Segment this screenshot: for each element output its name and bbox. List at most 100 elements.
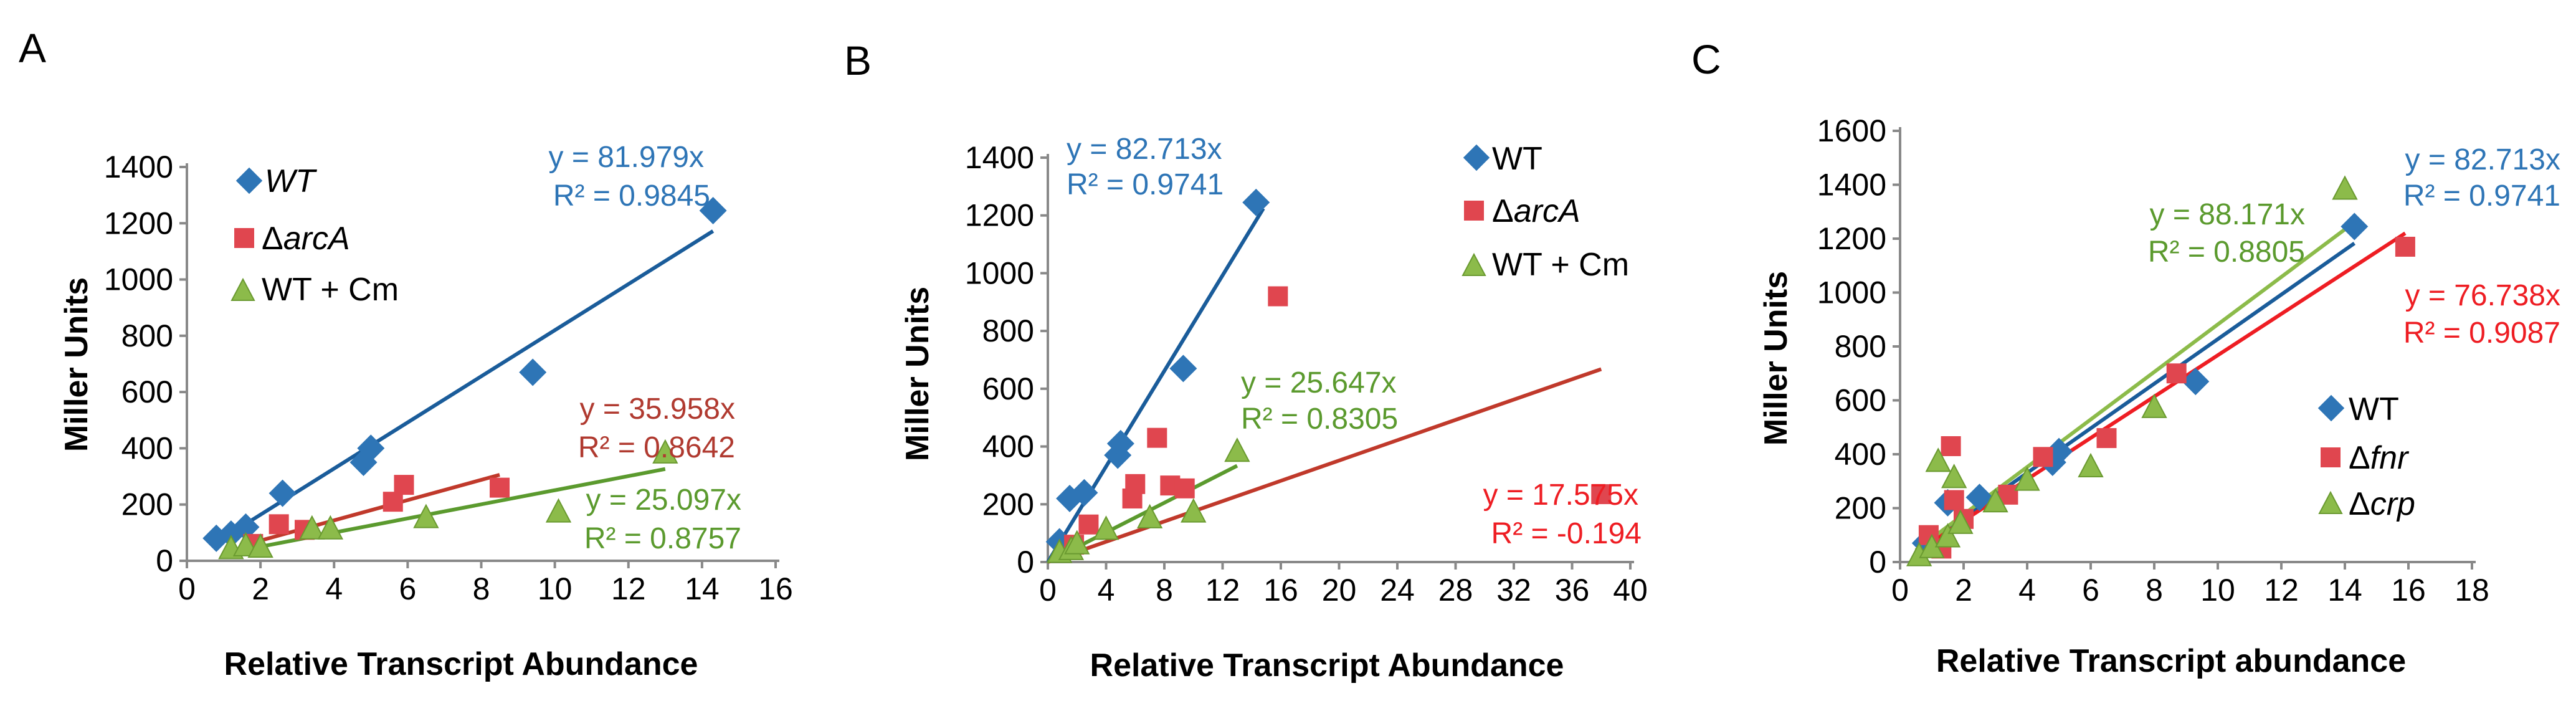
r2-wt-c: R² = 0.9741	[2403, 179, 2560, 212]
x-tick-label: 16	[758, 571, 793, 606]
legend-marker-arca-a	[234, 228, 254, 248]
y-tick-label: 1200	[965, 198, 1034, 233]
legend-label-fnr-c: Δfnr	[2349, 440, 2410, 476]
y-tick-label: 1200	[1817, 221, 1886, 256]
data-point-crp-c	[2078, 452, 2104, 478]
data-point-wt-cm-b	[1181, 498, 1207, 523]
data-point-arca-b	[1268, 286, 1288, 307]
legend-marker-wtcm-b	[1461, 252, 1486, 276]
r2-crp-c: R² = 0.8805	[2148, 236, 2305, 269]
y-tick-label: 400	[1835, 437, 1886, 472]
data-point-arca-b	[1147, 427, 1167, 448]
data-point-crp-c	[2014, 466, 2040, 491]
x-tick-label: 0	[178, 571, 196, 606]
legend-marker-wtcm-a	[231, 277, 255, 301]
y-tick-label: 400	[121, 431, 173, 465]
data-point-crp-c	[2141, 393, 2167, 418]
data-point-wt-a	[232, 513, 260, 541]
data-point-crp-c	[1982, 488, 2008, 513]
x-tick-label: 36	[1555, 573, 1590, 608]
data-point-wt-cm-a	[413, 503, 439, 528]
legend-b: WT ΔarcA WT + Cm	[1461, 141, 1629, 283]
y-tick-label: 800	[982, 313, 1034, 348]
x-tick-label: 24	[1380, 573, 1415, 608]
panel-a: A Miller Units Relative Transcript Abund…	[19, 25, 793, 682]
equation-wtcm-a: y = 25.097x	[586, 484, 741, 517]
x-tick-label: 8	[473, 571, 490, 606]
x-tick-label: 12	[2264, 573, 2299, 608]
r2-wt-a: R² = 0.9845	[553, 179, 710, 212]
equations-b: y = 82.713x R² = 0.9741 y = 17.575x R² =…	[1067, 133, 1642, 550]
y-axis-title-c: Miller Units	[1758, 271, 1794, 446]
y-tick-label: 200	[982, 487, 1034, 522]
x-tick-label: 14	[2327, 573, 2362, 608]
x-tick-label: 4	[1098, 573, 1115, 608]
data-point-wt-b	[1242, 188, 1270, 216]
y-tick-label: 800	[121, 318, 173, 353]
equation-wt-a: y = 81.979x	[548, 141, 704, 174]
panel-label-b: B	[844, 37, 872, 83]
data-point-fnr-c	[1941, 436, 1961, 457]
data-point-wt-a	[357, 434, 385, 462]
x-tick-label: 20	[1322, 573, 1357, 608]
x-tick-label: 10	[2200, 573, 2235, 608]
data-point-fnr-c	[2096, 428, 2117, 449]
data-point-fnr-c	[2033, 447, 2053, 467]
plot-area-c: 0 2 4 6 8 10 12 14 16 18 0 200 400 600 800 1000 1200 1400…	[1817, 113, 2489, 608]
data-point-arca-b	[1078, 514, 1099, 535]
plot-area-a: 0 2 4 6 8 10 12 14 16 0 200 400 600 800 1000 1200 1400	[104, 150, 793, 606]
r2-arca-b: R² = -0.194	[1491, 517, 1642, 550]
panel-b: B Miller Units Relative Transcript Abund…	[844, 37, 1648, 684]
data-point-wt-cm-a	[652, 439, 678, 464]
equations-c: y = 82.713x R² = 0.9741 y = 76.738x R² =…	[2148, 143, 2560, 350]
x-tick-label: 40	[1613, 573, 1648, 608]
equation-wt-c: y = 82.713x	[2405, 143, 2560, 176]
legend-label-arca-b: ΔarcA	[1492, 193, 1580, 229]
x-tick-label: 4	[325, 571, 343, 606]
x-tick-label: 0	[1039, 573, 1057, 608]
data-point-crp-c	[1925, 447, 1951, 472]
x-tick-label: 2	[1955, 573, 1972, 608]
legend-marker-wt-b	[1463, 144, 1490, 171]
x-axis-title-c: Relative Transcript abundance	[1936, 643, 2406, 679]
x-tick-label: 12	[1205, 573, 1240, 608]
panel-label-c: C	[1691, 36, 1721, 82]
data-point-wt-c	[1965, 484, 1994, 512]
x-tick-label: 6	[2082, 573, 2099, 608]
data-point-wt-b	[1106, 429, 1134, 457]
equation-wt-b: y = 82.713x	[1067, 133, 1222, 166]
data-point-wt-cm-b	[1093, 515, 1119, 540]
x-tick-label: 8	[2146, 573, 2163, 608]
equation-arca-a: y = 35.958x	[579, 393, 735, 426]
panel-c: C Miller Units Relative Transcript abund…	[1691, 36, 2560, 679]
data-point-crp-c	[1934, 523, 1961, 548]
data-point-arca-b	[1174, 478, 1195, 498]
y-tick-label: 800	[1835, 329, 1886, 364]
x-tick-label: 14	[685, 571, 720, 606]
y-tick-label: 1000	[965, 255, 1034, 290]
legend-label-wt-a: WT	[265, 163, 317, 199]
data-point-wt-cm-a	[317, 515, 344, 540]
data-point-wt-cm-b	[1224, 437, 1250, 462]
r2-wt-b: R² = 0.9741	[1067, 168, 1224, 201]
y-tick-label: 0	[1869, 545, 1886, 579]
y-tick-label: 400	[982, 429, 1034, 464]
legend-a: WT ΔarcA WT + Cm	[231, 163, 399, 308]
y-axis-title-a: Miller Units	[59, 277, 95, 452]
data-point-wt-a	[699, 196, 727, 224]
legend-marker-wt-c	[2317, 394, 2345, 422]
legend-label-wt-c: WT	[2349, 391, 2399, 427]
y-tick-label: 1400	[104, 150, 173, 184]
y-tick-label: 600	[1835, 383, 1886, 418]
x-tick-label: 0	[1891, 573, 1909, 608]
r2-wtcm-b: R² = 0.8305	[1241, 403, 1398, 436]
x-tick-label: 16	[2391, 573, 2426, 608]
data-point-wt-cm-b	[1136, 503, 1163, 528]
y-tick-label: 1000	[104, 262, 173, 297]
data-point-wt-b	[1169, 355, 1197, 383]
y-tick-label: 600	[982, 371, 1034, 406]
r2-fnr-c: R² = 0.9087	[2403, 317, 2560, 350]
data-point-wt-cm-a	[545, 498, 572, 523]
y-tick-label: 200	[1835, 491, 1886, 526]
